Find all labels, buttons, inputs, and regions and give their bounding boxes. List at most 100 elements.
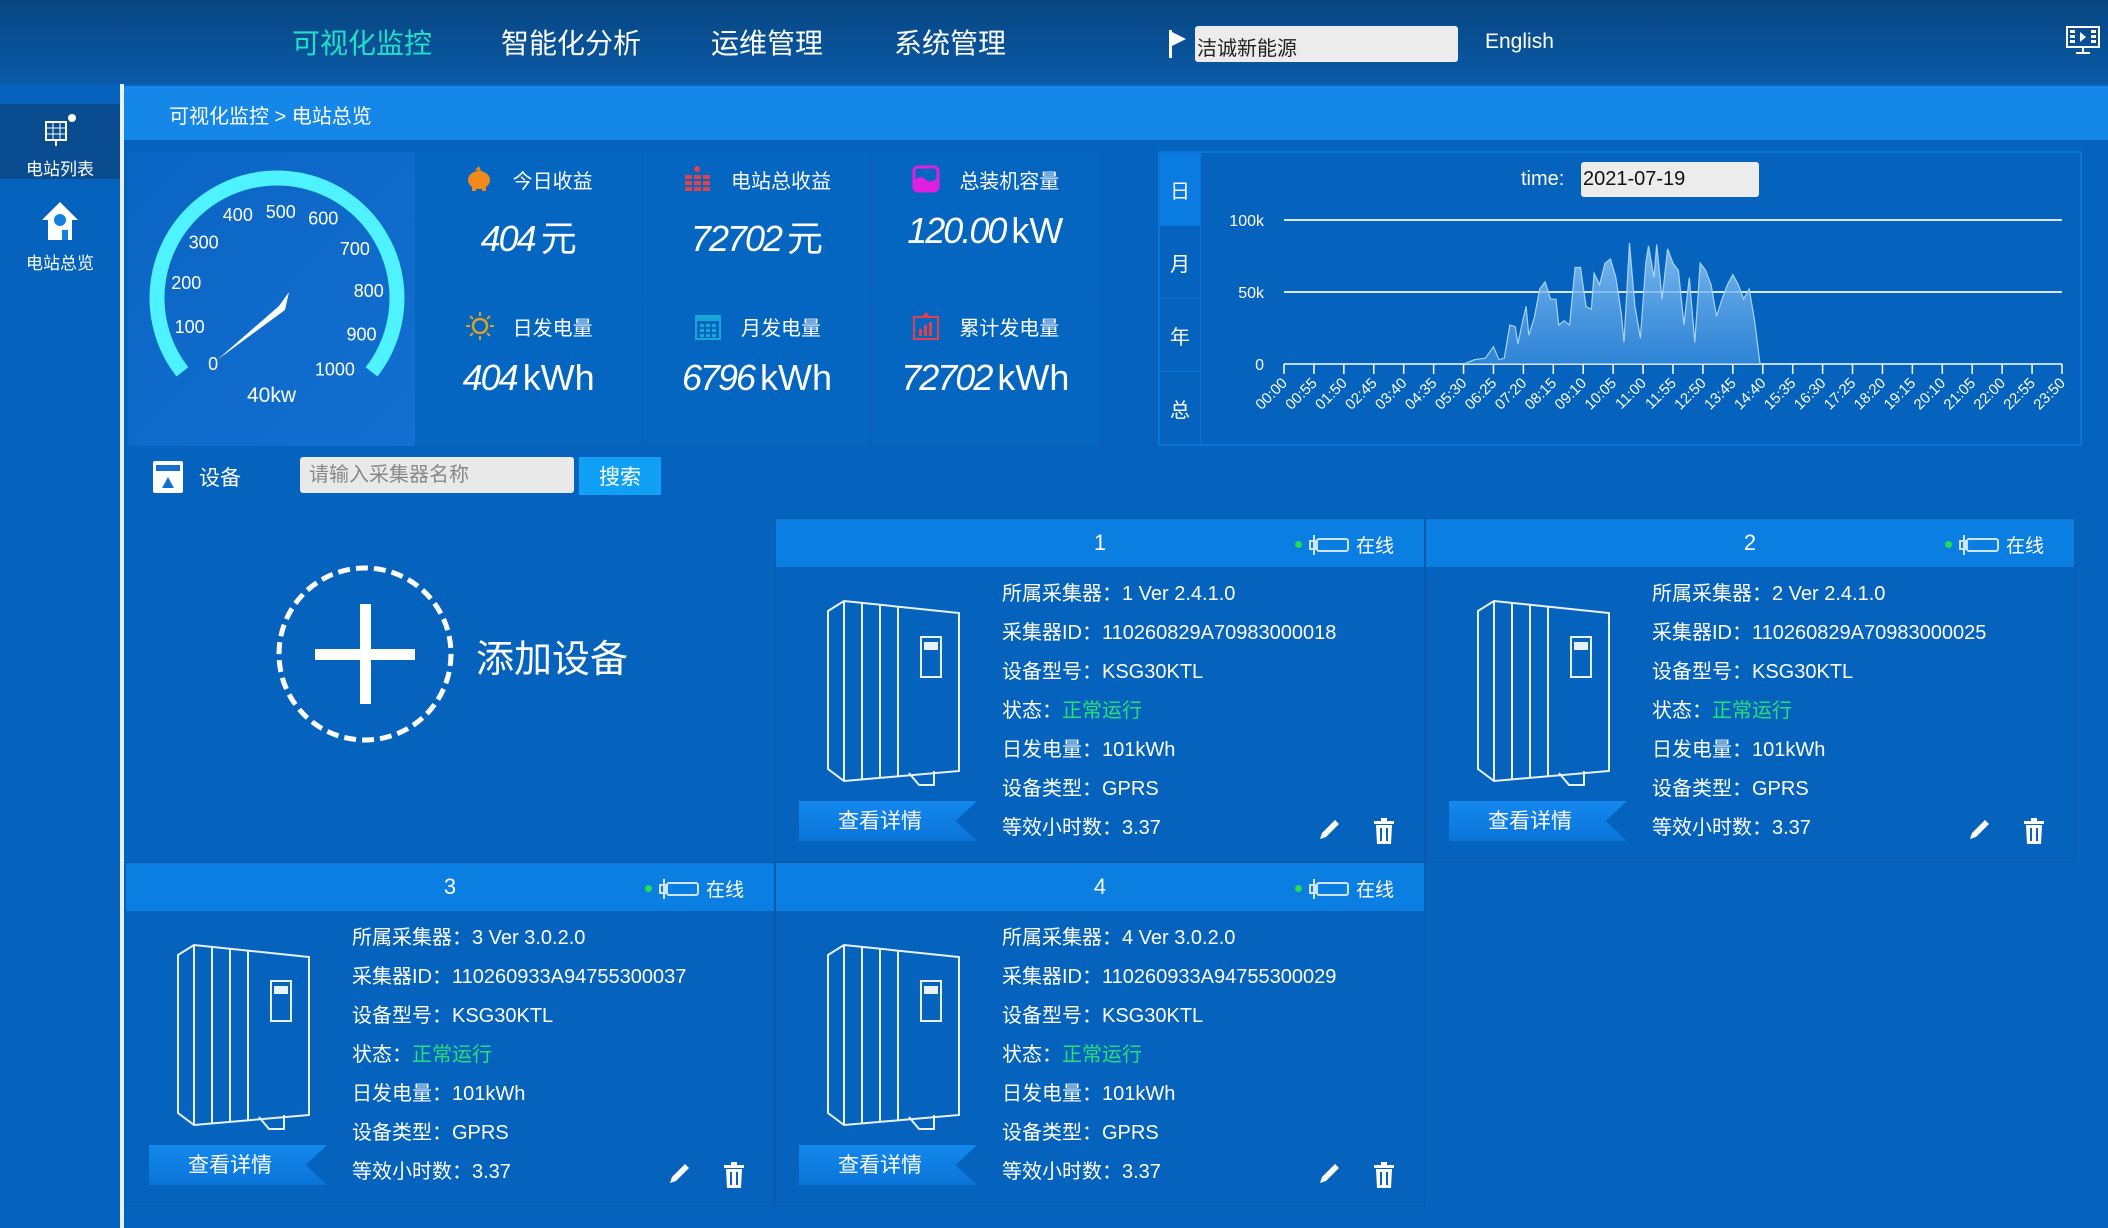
x-tick-label: 07:20: [1492, 375, 1531, 414]
y-tick-label: 100k: [1229, 213, 1265, 230]
x-tick-label: 02:45: [1342, 375, 1381, 414]
delete-icon[interactable]: [1372, 1161, 1396, 1189]
bar-chart-icon: [913, 312, 940, 340]
x-tick-label: 06:25: [1462, 375, 1501, 414]
field-label: 状态：: [1002, 1044, 1062, 1066]
nav-item-smart-analysis[interactable]: 智能化分析: [500, 28, 642, 59]
field-value: 正常运行: [412, 1044, 492, 1066]
edit-icon[interactable]: [1316, 817, 1342, 843]
field-label: 设备型号：: [1652, 661, 1752, 683]
field-value: 3.37: [1772, 817, 1811, 839]
gauge-tick-label: 900: [346, 324, 376, 344]
delete-icon[interactable]: [1372, 817, 1396, 845]
online-label: 在线: [1355, 536, 1394, 557]
stat-card: 今日收益 404 元: [415, 152, 644, 299]
status-dot-icon: [644, 885, 652, 892]
x-tick-label: 00:00: [1252, 375, 1291, 414]
field-label: 等效小时数：: [1002, 817, 1122, 839]
field-label: 所属采集器：: [1002, 583, 1122, 605]
collector-search-input[interactable]: [300, 457, 574, 493]
delete-icon[interactable]: [722, 1161, 746, 1189]
device-field-collector-id: 采集器ID：110260829A70983000018: [1002, 614, 1336, 653]
field-label: 等效小时数：: [352, 1161, 472, 1183]
view-details-button[interactable]: 查看详情: [1449, 801, 1627, 841]
capacity-icon: [912, 165, 940, 193]
device-field-status: 状态：正常运行: [352, 1036, 686, 1075]
power-chart: 0 50k 100k 00:0000:5501:5002:4503:4004:3505…: [1229, 213, 2069, 414]
field-label: 采集器ID：: [1002, 966, 1102, 988]
device-field-daily-energy: 日发电量：101kWh: [1002, 1075, 1336, 1114]
add-device-button[interactable]: 添加设备: [125, 518, 775, 862]
tab-month[interactable]: 月: [1160, 226, 1200, 299]
search-button[interactable]: 搜索: [579, 457, 661, 495]
device-icon: [153, 461, 183, 493]
plug-icon: [1308, 534, 1349, 555]
x-tick-label: 18:20: [1851, 375, 1890, 414]
field-label: 所属采集器：: [1652, 583, 1772, 605]
power-gauge: 0 100 200 300 400 500 600 700 800 900 1000 40kw: [128, 152, 415, 446]
view-details-button[interactable]: 查看详情: [799, 801, 977, 841]
y-tick-label: 0: [1255, 357, 1264, 374]
device-field-daily-energy: 日发电量：101kWh: [1652, 731, 1986, 770]
field-label: 状态：: [352, 1044, 412, 1066]
gauge-tick-label: 700: [340, 239, 370, 259]
field-label: 等效小时数：: [1652, 817, 1772, 839]
field-value: GPRS: [1102, 1122, 1159, 1144]
stat-unit: kWh: [997, 357, 1070, 398]
online-status: 在线: [644, 875, 744, 902]
tab-total[interactable]: 总: [1170, 400, 1190, 422]
language-switch[interactable]: English: [1485, 30, 1554, 53]
plug-icon: [658, 878, 699, 899]
stat-label: 日发电量: [512, 317, 593, 340]
field-value: 3.37: [472, 1161, 511, 1183]
device-title: 3: [443, 874, 457, 899]
field-value: 110260933A94755300037: [452, 966, 687, 988]
piggy-bank-icon: [467, 166, 490, 191]
stat-label: 电站总收益: [730, 170, 831, 193]
sidebar: 电站列表 电站总览: [0, 84, 120, 1228]
tab-year[interactable]: 年: [1160, 299, 1200, 372]
nav-item-visual-monitoring[interactable]: 可视化监控: [291, 28, 433, 59]
nav-item-operations[interactable]: 运维管理: [710, 28, 824, 59]
device-card-header: 2 在线: [1426, 519, 2074, 567]
delete-icon[interactable]: [2022, 817, 2046, 845]
gauge-tick-label: 800: [354, 281, 384, 301]
field-value: GPRS: [1102, 778, 1159, 800]
nav-item-system[interactable]: 系统管理: [893, 28, 1007, 59]
x-tick-label: 22:55: [2000, 375, 2039, 414]
edit-icon[interactable]: [1966, 817, 1992, 843]
field-label: 状态：: [1652, 700, 1712, 722]
gauge-tick-label: 500: [266, 202, 296, 222]
device-toolbar: 设备 搜索: [124, 452, 2108, 502]
stat-value: 404: [480, 218, 537, 259]
field-value: KSG30KTL: [452, 1005, 554, 1027]
device-field-status: 状态：正常运行: [1002, 692, 1336, 731]
device-title: 1: [1093, 530, 1107, 555]
device-field-daily-energy: 日发电量：101kWh: [352, 1075, 686, 1114]
coins-icon: [684, 166, 710, 191]
sidebar-item-station-list[interactable]: 电站列表: [0, 104, 120, 179]
view-details-button[interactable]: 查看详情: [149, 1145, 327, 1185]
x-tick-label: 04:35: [1402, 375, 1441, 414]
edit-icon[interactable]: [1316, 1161, 1342, 1187]
tab-day[interactable]: 日: [1160, 153, 1200, 226]
device-field-equiv-hours: 等效小时数：3.37: [1002, 809, 1336, 848]
view-details-button[interactable]: 查看详情: [799, 1145, 977, 1185]
field-value: 正常运行: [1712, 700, 1792, 722]
field-value: KSG30KTL: [1752, 661, 1854, 683]
sidebar-item-station-overview[interactable]: 电站总览: [0, 196, 120, 286]
x-tick-label: 09:10: [1551, 375, 1590, 414]
x-tick-label: 16:30: [1791, 375, 1830, 414]
monitor-screen-icon[interactable]: [2066, 26, 2100, 56]
stat-value: 6796: [681, 357, 756, 398]
device-field-type: 设备类型：GPRS: [1652, 770, 1986, 809]
plus-circle-icon: [276, 565, 454, 743]
date-input[interactable]: [1581, 162, 1759, 197]
y-tick-label: 50k: [1238, 285, 1265, 302]
online-status: 在线: [1294, 875, 1394, 902]
field-label: 设备类型：: [1652, 778, 1752, 800]
gauge-value: 40kw: [246, 384, 297, 407]
gauge-tick-label: 300: [189, 233, 219, 253]
station-select[interactable]: 洁诚新能源: [1195, 26, 1458, 62]
edit-icon[interactable]: [666, 1161, 692, 1187]
